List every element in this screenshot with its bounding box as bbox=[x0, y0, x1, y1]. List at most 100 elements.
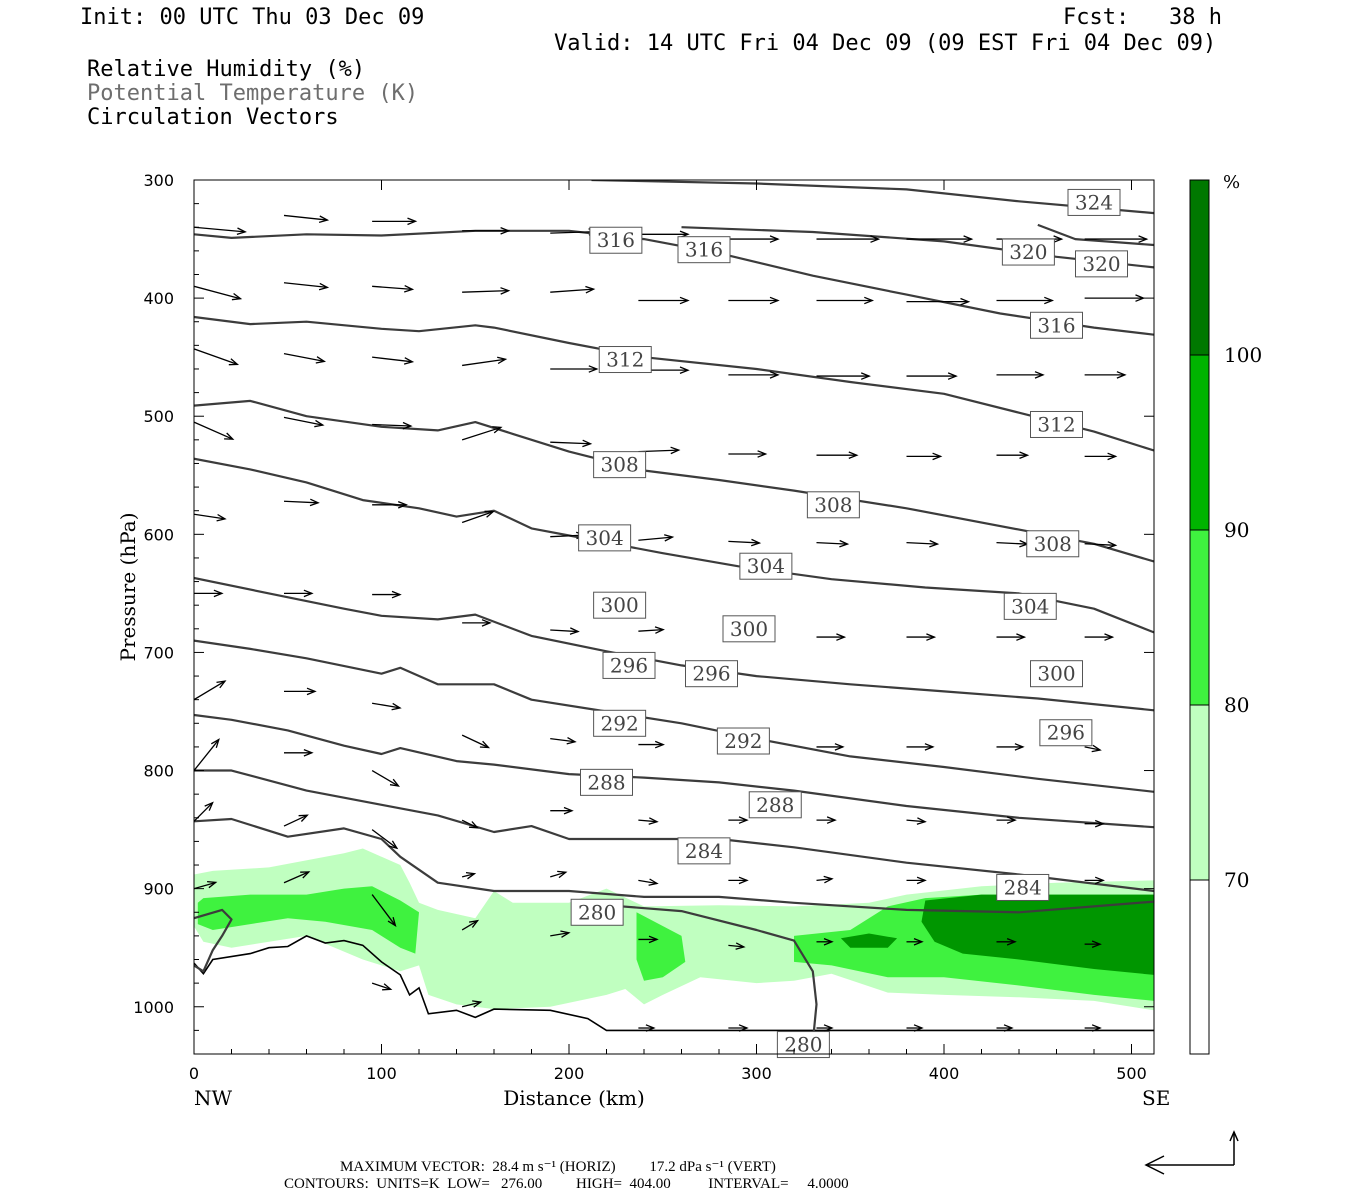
theta-contour-296 bbox=[194, 639, 1154, 793]
theta-label: 300 bbox=[1030, 660, 1083, 688]
theta-label-text: 316 bbox=[597, 228, 635, 252]
circulation-vector bbox=[550, 806, 574, 815]
theta-label: 284 bbox=[996, 873, 1050, 901]
circulation-vector bbox=[1084, 541, 1118, 549]
circulation-vector bbox=[372, 217, 418, 226]
rh-region-80 bbox=[636, 912, 686, 981]
theta-label-text: 316 bbox=[685, 238, 723, 262]
circulation-vector bbox=[372, 590, 402, 599]
forecast-hour: Fcst: 38 h bbox=[1063, 5, 1222, 30]
circulation-vector bbox=[996, 816, 1017, 824]
circulation-vector bbox=[194, 226, 247, 236]
theta-label-text: 304 bbox=[1011, 594, 1049, 618]
circulation-vector bbox=[462, 287, 511, 295]
ground-line-layer bbox=[194, 935, 1154, 1032]
circulation-vector bbox=[550, 285, 596, 294]
circulation-vector bbox=[194, 680, 227, 701]
circulation-vector bbox=[816, 937, 834, 946]
theta-label-text: 304 bbox=[747, 554, 785, 578]
theta-label-text: 280 bbox=[784, 1033, 822, 1057]
circulation-vector bbox=[906, 297, 971, 306]
theta-label: 324 bbox=[1067, 188, 1121, 216]
circulation-vector bbox=[638, 1024, 656, 1032]
circulation-vector bbox=[194, 880, 218, 890]
theta-label-text: 320 bbox=[1009, 240, 1047, 264]
circulation-vector bbox=[284, 687, 317, 696]
theta-label: 320 bbox=[1001, 238, 1055, 266]
colorbar-frame bbox=[1189, 179, 1210, 1055]
circulation-vector bbox=[728, 816, 749, 824]
circulation-vector bbox=[550, 365, 599, 373]
circulation-vector bbox=[728, 371, 780, 379]
theta-label: 308 bbox=[806, 491, 860, 519]
colorbar-level-label: 100 bbox=[1224, 343, 1262, 367]
theta-label-text: 300 bbox=[1037, 662, 1075, 686]
circulation-vector bbox=[638, 740, 665, 749]
circulation-vector bbox=[816, 1024, 834, 1032]
colorbar-unit: % bbox=[1223, 172, 1240, 193]
circulation-vector bbox=[996, 371, 1045, 379]
theta-contour-layer bbox=[194, 180, 1154, 1043]
circulation-vector bbox=[816, 633, 847, 641]
y-tick-label: 700 bbox=[143, 643, 174, 662]
circulation-vector bbox=[816, 296, 875, 305]
theta-label-text: 308 bbox=[814, 493, 852, 517]
colorbar-segment bbox=[1190, 530, 1209, 705]
valid-time: Valid: 14 UTC Fri 04 Dec 09 (09 EST Fri … bbox=[554, 31, 1217, 56]
circulation-vector bbox=[996, 937, 1017, 946]
theta-label-text: 300 bbox=[601, 593, 639, 617]
theta-label: 284 bbox=[677, 837, 731, 865]
theta-contour-292 bbox=[194, 713, 1154, 829]
y-axis-label: Pressure (hPa) bbox=[116, 513, 140, 662]
circulation-vector bbox=[461, 871, 477, 880]
circulation-vector bbox=[550, 439, 593, 448]
circulation-vector bbox=[1084, 876, 1105, 885]
theta-label-text: 320 bbox=[1082, 252, 1120, 276]
circulation-vector bbox=[550, 930, 571, 938]
contour-info: CONTOURS: UNITS=K LOW= 276.00 HIGH= 404.… bbox=[284, 1176, 849, 1192]
theta-label: 296 bbox=[1039, 719, 1093, 747]
circulation-vector bbox=[371, 829, 399, 850]
theta-label-text: 296 bbox=[610, 653, 648, 677]
circulation-vector bbox=[638, 935, 659, 944]
theta-label: 304 bbox=[739, 552, 793, 580]
circulation-vector bbox=[816, 816, 837, 824]
theta-label: 312 bbox=[1030, 410, 1083, 438]
theta-label: 308 bbox=[593, 451, 647, 479]
circulation-vector bbox=[996, 1024, 1014, 1032]
theta-label-text: 296 bbox=[692, 662, 730, 686]
theta-label-text: 308 bbox=[601, 453, 639, 477]
circulation-vector bbox=[372, 702, 402, 711]
circulation-vector bbox=[283, 352, 327, 364]
rh-fill-layer bbox=[194, 848, 1154, 1011]
theta-label-text: 300 bbox=[730, 617, 768, 641]
vector-layer bbox=[194, 214, 1149, 1032]
circulation-vector bbox=[1084, 819, 1105, 828]
circulation-vector bbox=[996, 451, 1030, 460]
circulation-vector bbox=[283, 416, 325, 428]
nw-label: NW bbox=[194, 1086, 233, 1110]
circulation-vector bbox=[996, 633, 1027, 641]
circulation-vector bbox=[283, 498, 320, 507]
theta-label-text: 292 bbox=[724, 729, 762, 753]
circulation-vector bbox=[550, 737, 577, 745]
circulation-vector bbox=[1084, 940, 1102, 949]
theta-label-text: 280 bbox=[578, 900, 616, 924]
theta-contour-308 bbox=[194, 399, 1154, 563]
theta-label: 292 bbox=[593, 709, 647, 737]
circulation-vector bbox=[728, 942, 746, 950]
theta-label-text: 312 bbox=[1037, 412, 1075, 436]
circulation-vector bbox=[1084, 452, 1118, 461]
contour-label-layer: 324 316 316 320 320 316 312 312 308 308 304 304 308 3… bbox=[570, 188, 1128, 1059]
y-tick-label: 500 bbox=[143, 407, 174, 426]
init-time: Init: 00 UTC Thu 03 Dec 09 bbox=[80, 5, 425, 30]
circulation-vector bbox=[461, 734, 491, 749]
circulation-vector bbox=[816, 451, 859, 460]
theta-label-text: 288 bbox=[587, 770, 625, 794]
circulation-vector bbox=[816, 235, 881, 243]
theta-contour-312 bbox=[194, 315, 1154, 452]
circulation-vector bbox=[906, 372, 958, 380]
theta-label: 308 bbox=[1026, 530, 1080, 558]
circulation-vector bbox=[1084, 294, 1146, 302]
circulation-vector bbox=[728, 1024, 749, 1032]
